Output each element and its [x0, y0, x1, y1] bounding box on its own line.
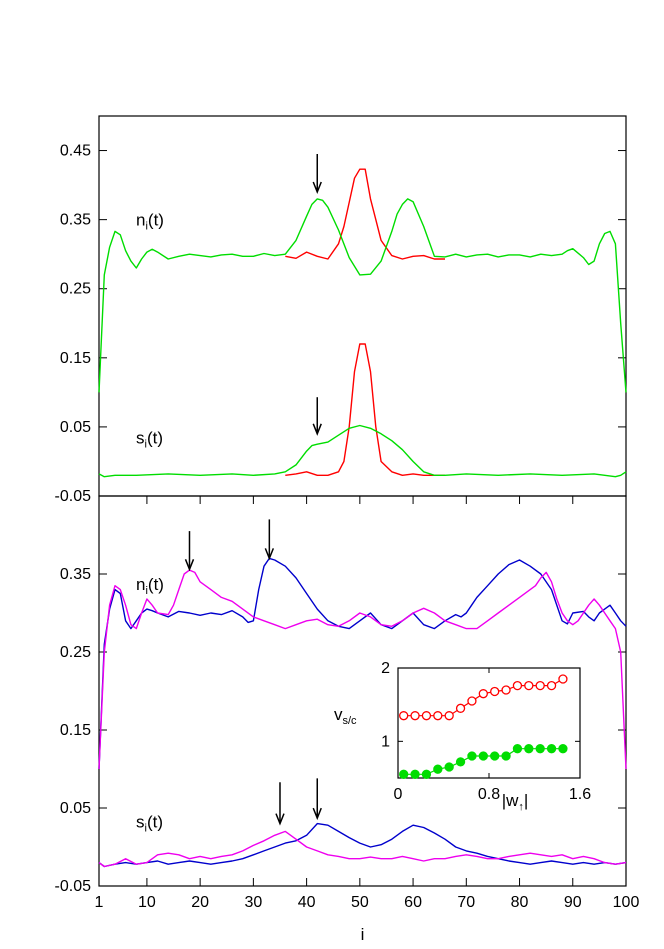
- y-tick-label: 0.15: [60, 350, 91, 367]
- y-tick-label: 0.35: [60, 212, 91, 229]
- data-point: [433, 764, 443, 774]
- data-point: [421, 769, 432, 779]
- y-tick-label: -0.05: [55, 878, 92, 895]
- x-tick-label: 1.6: [569, 786, 591, 803]
- y-tick-label: 0.25: [60, 281, 91, 298]
- series-line: [98, 822, 627, 868]
- arrow-head: [184, 559, 195, 572]
- x-tick-label: 60: [404, 894, 422, 911]
- arrow-head: [312, 807, 322, 821]
- x-tick-label: 90: [564, 894, 582, 911]
- x-tick-label: 40: [298, 894, 316, 911]
- data-point: [399, 769, 409, 779]
- data-point: [433, 711, 443, 721]
- bottom-frame: [98, 495, 627, 887]
- y-tick-label: 0.45: [60, 143, 91, 160]
- data-point: [455, 757, 466, 767]
- arrow-head: [264, 548, 275, 561]
- inset-panel: 1 2 0 0.8 1.6 |w↑| vs/c: [334, 660, 591, 813]
- series-line: [98, 569, 627, 770]
- data-point: [558, 744, 568, 754]
- y-tick-label: 0.15: [60, 722, 91, 739]
- series-label: ni(t): [136, 211, 164, 233]
- data-point: [490, 751, 500, 761]
- data-point: [444, 762, 454, 772]
- data-point: [524, 680, 534, 691]
- data-point: [490, 686, 500, 697]
- series-label: si(t): [136, 812, 163, 834]
- data-point: [444, 711, 454, 721]
- y-tick-label: 0.25: [60, 644, 91, 661]
- data-point: [501, 751, 511, 761]
- x-axis-label: i: [361, 925, 365, 944]
- top-frame: [98, 115, 627, 497]
- arrow-head: [275, 813, 285, 826]
- data-point: [455, 703, 466, 713]
- x-tick-label: 70: [457, 894, 475, 911]
- x-tick-label: 100: [613, 894, 640, 911]
- data-point: [524, 744, 534, 754]
- series-line: [98, 198, 627, 393]
- data-point: [478, 689, 488, 699]
- x-tick-label: 20: [191, 894, 209, 911]
- series-label: ni(t): [136, 575, 164, 597]
- series-line: [285, 168, 445, 260]
- x-tick-label: 30: [244, 894, 262, 911]
- data-point: [410, 711, 420, 721]
- y-tick-label: 2: [381, 660, 390, 677]
- x-tick-label: 1: [95, 894, 104, 911]
- series-line: [98, 830, 627, 868]
- x-tick-label: 10: [138, 894, 156, 911]
- x-tick-label: 80: [511, 894, 529, 911]
- bottom-panel: -0.050.050.150.250.351 10 20 30 40 50 60 70 80 90…: [55, 495, 640, 944]
- x-tick-label: 0: [394, 786, 403, 803]
- inset-x-label: |w↑|: [502, 791, 529, 813]
- series-label: si(t): [136, 428, 163, 450]
- y-tick-label: 0.35: [60, 566, 91, 583]
- series-line: [98, 424, 627, 478]
- y-tick-label: -0.05: [55, 488, 92, 505]
- data-point: [410, 769, 420, 779]
- series-line: [285, 343, 445, 476]
- top-panel: -0.05 0.05 0.15 0.25 0.35 0.45 ni(t) si(t): [55, 115, 627, 505]
- y-tick-label: 0.05: [60, 419, 91, 436]
- data-point: [546, 680, 557, 691]
- data-point: [546, 744, 557, 754]
- y-tick-label: 0.05: [60, 800, 91, 817]
- data-point: [512, 744, 523, 754]
- data-point: [399, 711, 409, 721]
- data-point: [512, 680, 523, 691]
- data-point: [558, 674, 568, 684]
- arrow-head: [312, 423, 322, 436]
- data-point: [501, 685, 511, 695]
- arrow-head: [312, 181, 322, 195]
- data-point: [467, 696, 477, 706]
- data-point: [478, 751, 488, 761]
- x-tick-label: 50: [351, 894, 369, 911]
- data-point: [421, 711, 432, 721]
- data-point: [535, 680, 545, 691]
- data-point: [535, 744, 545, 754]
- y-tick-label: 1: [381, 733, 390, 750]
- inset-y-label: vs/c: [334, 705, 357, 727]
- x-tick-label: 0.8: [478, 786, 500, 803]
- data-point: [467, 751, 477, 761]
